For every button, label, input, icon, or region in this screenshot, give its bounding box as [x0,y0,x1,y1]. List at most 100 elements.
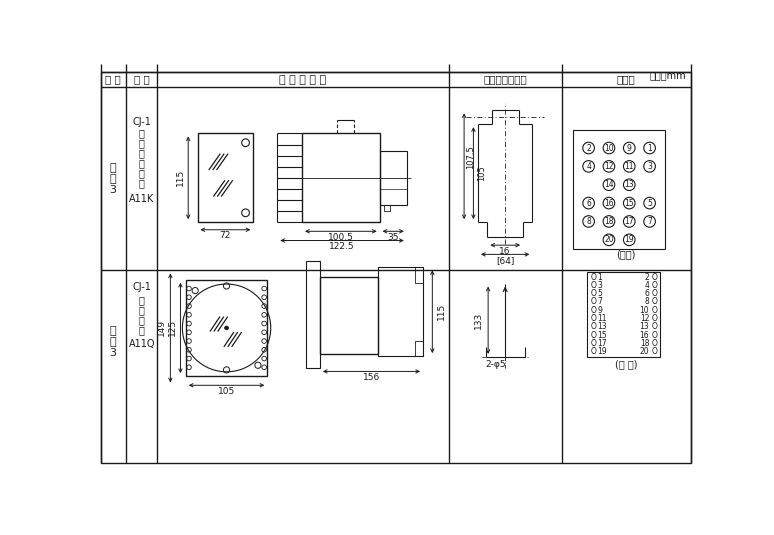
Text: 式: 式 [139,149,145,158]
Bar [416,268,423,283]
Text: 149: 149 [157,319,166,337]
Text: O: O [591,289,596,298]
Text: 15: 15 [625,198,634,208]
Bar [383,205,389,211]
Text: O: O [651,289,657,298]
Text: O: O [591,281,596,290]
Text: 100.5: 100.5 [328,233,354,242]
Text: 附: 附 [110,163,116,173]
Text: O: O [591,339,596,348]
Text: 12: 12 [640,314,649,323]
Text: 1: 1 [598,272,602,281]
Text: 19: 19 [598,347,607,356]
Text: 10: 10 [639,306,649,315]
Text: 115: 115 [437,303,446,320]
Text: 3: 3 [110,348,117,358]
Bar [378,268,423,356]
Text: 20: 20 [604,235,614,244]
Text: 13: 13 [598,323,607,331]
Text: 122.5: 122.5 [329,242,354,251]
Text: 入: 入 [139,139,145,149]
Text: 图 号: 图 号 [105,74,121,85]
Text: 前: 前 [139,305,145,315]
Text: 72: 72 [220,232,231,240]
Text: [64]: [64] [496,256,515,265]
Text: O: O [591,323,596,331]
Text: 6: 6 [586,198,591,208]
Text: 3: 3 [598,281,602,290]
Text: O: O [651,306,657,315]
Text: CJ-1: CJ-1 [132,282,151,293]
Text: 14: 14 [604,180,614,189]
Text: 19: 19 [625,235,634,244]
Text: 板: 板 [139,295,145,305]
Bar [416,341,423,356]
Text: 线: 线 [139,325,145,335]
Text: 后: 后 [139,158,145,169]
Text: 2: 2 [645,272,649,281]
Text: 8: 8 [586,217,591,226]
Text: 125: 125 [168,319,177,337]
Text: 13: 13 [625,180,634,189]
Text: O: O [591,306,596,315]
Text: 133: 133 [474,311,483,329]
Text: 单位：mm: 单位：mm [649,71,686,80]
Circle shape [224,326,228,330]
Text: 安装开孔尺寸图: 安装开孔尺寸图 [483,74,527,85]
Text: 105: 105 [218,387,235,396]
Text: O: O [651,347,657,356]
Bar [574,129,665,249]
Text: 35: 35 [388,233,399,242]
Text: 2-φ5: 2-φ5 [485,360,506,369]
Text: 附: 附 [110,326,116,337]
Bar [320,278,378,355]
Text: O: O [651,339,657,348]
Bar [186,280,267,376]
Text: 11: 11 [598,314,607,323]
Bar [197,134,253,222]
Bar [306,261,320,369]
Text: A11Q: A11Q [128,339,155,349]
Text: CJ-1: CJ-1 [132,117,151,127]
Text: 10: 10 [604,143,614,152]
Text: 5: 5 [598,289,602,298]
Text: 9: 9 [627,143,632,152]
Text: 16: 16 [604,198,614,208]
Text: 外 形 尺 尸 图: 外 形 尺 尸 图 [279,74,327,85]
Text: 3: 3 [110,185,117,195]
Text: O: O [651,272,657,281]
Text: (前 视): (前 视) [615,360,637,370]
Text: O: O [651,314,657,323]
Text: O: O [591,331,596,340]
Text: 115: 115 [176,169,185,186]
Text: O: O [591,297,596,307]
Text: 3: 3 [647,162,652,171]
Text: 20: 20 [639,347,649,356]
Text: 9: 9 [598,306,602,315]
Text: 12: 12 [604,162,614,171]
Text: 结 构: 结 构 [134,74,149,85]
Text: 6: 6 [645,289,649,298]
Text: (背视): (背视) [616,249,635,259]
Text: O: O [651,281,657,290]
Bar [379,151,407,205]
Text: 端子图: 端子图 [617,74,635,85]
Text: 图: 图 [110,174,116,184]
Text: 16: 16 [639,331,649,340]
Text: O: O [591,272,596,281]
Text: 15: 15 [598,331,607,340]
Text: 17: 17 [625,217,634,226]
Text: O: O [651,297,657,307]
Text: O: O [591,347,596,356]
Text: 8: 8 [645,297,649,307]
Text: 1: 1 [647,143,652,152]
Text: O: O [591,314,596,323]
Text: 16: 16 [499,247,511,256]
Text: 7: 7 [647,217,652,226]
Text: 17: 17 [598,339,607,348]
Text: 4: 4 [645,281,649,290]
Text: 105: 105 [477,165,485,181]
Text: O: O [651,331,657,340]
Bar [302,134,379,222]
Text: 嵌: 嵌 [139,128,145,139]
